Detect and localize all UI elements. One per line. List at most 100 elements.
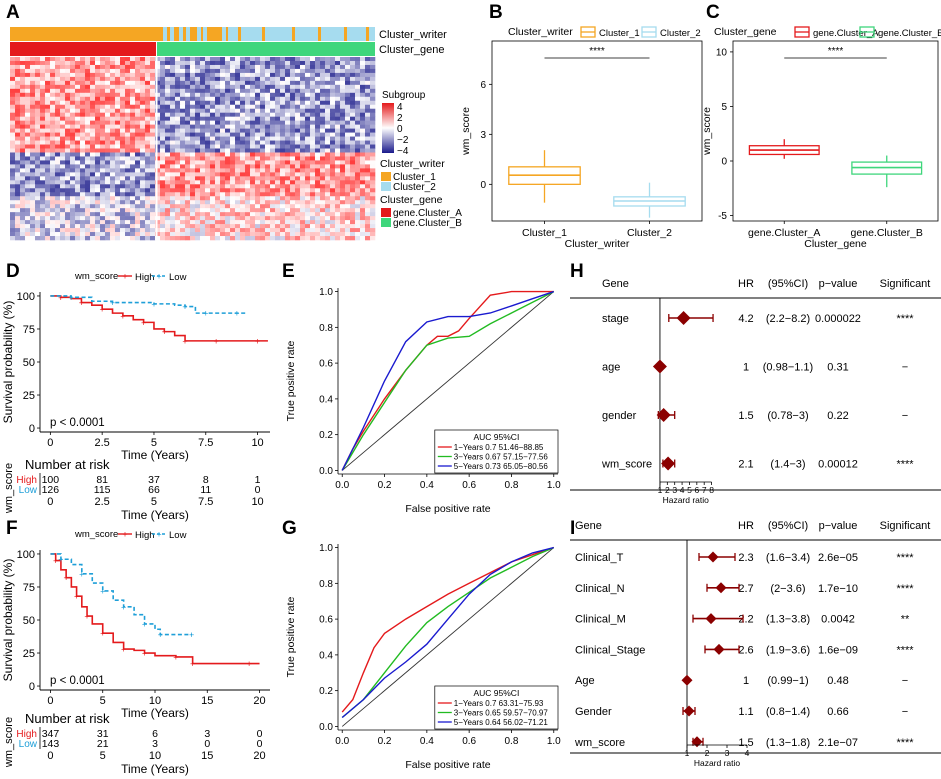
heatmap-cell	[345, 224, 351, 229]
heatmap-cell	[365, 140, 371, 145]
heatmap-cell	[125, 164, 131, 169]
heatmap-cell	[310, 108, 316, 113]
heatmap-cell	[120, 208, 126, 213]
heatmap-cell	[205, 148, 211, 153]
heatmap-cell	[170, 116, 176, 121]
heatmap-cell	[250, 164, 256, 169]
heatmap-cell	[275, 228, 281, 233]
scale-tick-0: 0	[397, 124, 403, 135]
heatmap-cell	[125, 144, 131, 149]
heatmap-cell	[45, 184, 51, 189]
heatmap-cell	[180, 136, 186, 141]
heatmap-cell	[145, 136, 151, 141]
heatmap-cell	[285, 192, 291, 197]
heatmap-cell	[210, 204, 216, 209]
heatmap-cell	[325, 80, 331, 86]
heatmap-cell	[85, 60, 91, 66]
heatmap-cell	[170, 236, 176, 241]
heatmap-cell	[120, 116, 126, 121]
heatmap-cell	[305, 208, 311, 213]
heatmap-cell	[200, 196, 206, 201]
heatmap-cell	[225, 176, 231, 181]
heatmap-cell	[320, 180, 326, 185]
heatmap-cell	[265, 168, 271, 173]
x-tick-label: 0.0	[335, 736, 349, 747]
gene-annotation-a	[10, 42, 156, 56]
heatmap-cell	[210, 148, 216, 153]
forest-header: p−value	[819, 278, 858, 290]
risk-value: 0	[204, 738, 210, 750]
heatmap-cell	[320, 168, 326, 173]
heatmap-cell	[150, 220, 156, 225]
heatmap-cell	[270, 168, 276, 173]
heatmap-cell	[45, 172, 51, 177]
heatmap-cell	[65, 76, 71, 82]
forest-hr: 1.5	[738, 410, 753, 422]
heatmap-cell	[235, 84, 241, 90]
heatmap-cell	[20, 156, 26, 161]
heatmap-cell	[85, 132, 91, 137]
heatmap-cell	[320, 160, 326, 165]
heatmap-cell	[140, 144, 146, 149]
heatmap-cell	[215, 68, 221, 74]
heatmap-cell	[105, 80, 111, 86]
forest-x-tick-label: 1	[658, 485, 663, 495]
heatmap-cell	[130, 212, 136, 217]
heatmap-cell	[20, 80, 26, 86]
heatmap-cell	[25, 232, 31, 237]
heatmap-cell	[65, 236, 71, 241]
heatmap-cell	[230, 104, 236, 110]
heatmap-cell	[110, 180, 116, 185]
heatmap-cell	[300, 172, 306, 177]
heatmap-cell	[110, 144, 116, 149]
heatmap-cell	[310, 136, 316, 141]
heatmap-cell	[75, 224, 81, 229]
heatmap-cell	[300, 148, 306, 153]
heatmap-cell	[45, 156, 51, 161]
heatmap-cell	[365, 64, 371, 70]
heatmap-cell	[255, 80, 261, 86]
heatmap-cell	[90, 152, 96, 157]
heatmap-cell	[10, 108, 16, 113]
heatmap-cell	[345, 80, 351, 86]
writer-legend-title: Cluster_writer	[380, 158, 445, 170]
heatmap-cell	[15, 124, 21, 129]
heatmap-cell	[75, 64, 81, 70]
heatmap-cell	[170, 72, 176, 78]
heatmap-cell	[85, 184, 91, 189]
heatmap-cell	[225, 160, 231, 165]
forest-p: 2.1e−07	[818, 737, 858, 749]
heatmap-cell	[275, 236, 281, 241]
forest-x-tick-label: 7	[702, 485, 707, 495]
heatmap-cell	[355, 184, 361, 189]
heatmap-cell	[240, 124, 246, 129]
heatmap-cell	[15, 112, 21, 117]
heatmap-cell	[85, 144, 91, 149]
heatmap-cell	[50, 220, 56, 225]
heatmap-cell	[310, 208, 316, 213]
heatmap-cell	[120, 228, 126, 233]
heatmap-cell	[75, 152, 81, 157]
heatmap-cell	[360, 232, 366, 237]
heatmap-cell	[365, 84, 371, 90]
heatmap-cell	[250, 184, 256, 189]
forest-header: Significant	[880, 520, 931, 532]
heatmap-cell	[45, 192, 51, 197]
heatmap-cell	[120, 57, 126, 62]
heatmap-cell	[145, 184, 151, 189]
heatmap-cell	[330, 60, 336, 66]
heatmap-cell	[225, 108, 231, 113]
heatmap-cell	[230, 180, 236, 185]
heatmap-cell	[315, 136, 321, 141]
heatmap-cell	[140, 104, 146, 110]
heatmap-cell	[155, 144, 161, 149]
heatmap-cell	[95, 148, 101, 153]
heatmap-cell	[85, 192, 91, 197]
heatmap-cell	[10, 132, 16, 137]
heatmap-cell	[185, 228, 191, 233]
heatmap-cell	[95, 204, 101, 209]
heatmap-cell	[195, 180, 201, 185]
heatmap-cell	[225, 64, 231, 70]
heatmap-cell	[210, 184, 216, 189]
heatmap-cell	[60, 112, 66, 117]
